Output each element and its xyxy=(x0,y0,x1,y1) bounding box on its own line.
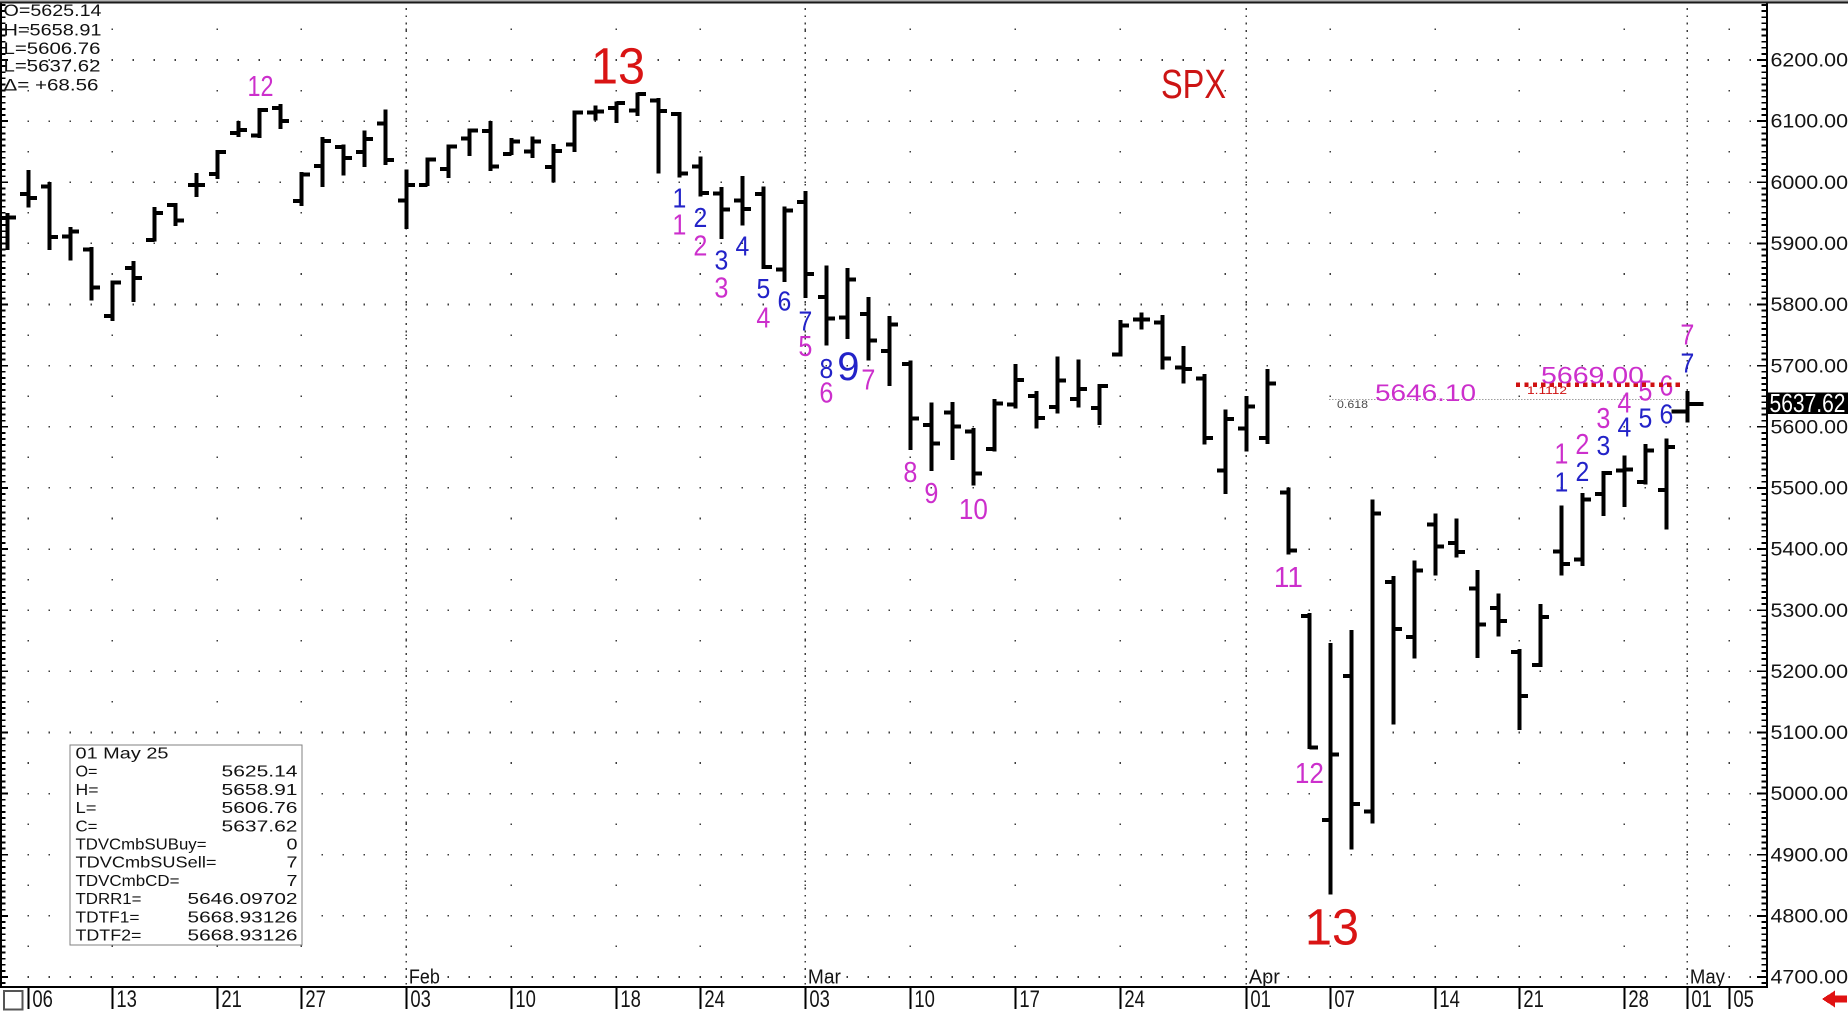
svg-text:3: 3 xyxy=(1596,403,1610,435)
svg-text:5668.93126: 5668.93126 xyxy=(188,928,298,945)
svg-text:TDVCmbSUBuy=: TDVCmbSUBuy= xyxy=(76,837,207,854)
svg-text:TDVCmbSUSell=: TDVCmbSUSell= xyxy=(76,855,217,872)
svg-text:13: 13 xyxy=(116,986,136,1011)
svg-text:5646.09702: 5646.09702 xyxy=(188,891,298,908)
svg-text:TDVCmbCD=: TDVCmbCD= xyxy=(76,873,180,890)
svg-text:18: 18 xyxy=(620,986,641,1011)
svg-text:5600.00: 5600.00 xyxy=(1771,417,1848,438)
svg-text:L=5637.62: L=5637.62 xyxy=(4,58,101,76)
svg-text:12: 12 xyxy=(248,71,274,103)
svg-text:L=5606.76: L=5606.76 xyxy=(4,40,101,58)
svg-text:28: 28 xyxy=(1628,986,1649,1011)
svg-text:Feb: Feb xyxy=(409,967,440,989)
svg-text:6100.00: 6100.00 xyxy=(1771,112,1848,133)
svg-text:5400.00: 5400.00 xyxy=(1771,540,1848,561)
svg-text:5646.10: 5646.10 xyxy=(1375,380,1476,407)
svg-text:Δ= +68.56: Δ= +68.56 xyxy=(4,77,99,95)
svg-text:6000.00: 6000.00 xyxy=(1771,173,1848,194)
svg-text:13: 13 xyxy=(591,37,645,94)
svg-text:7: 7 xyxy=(287,873,298,890)
svg-text:4: 4 xyxy=(756,302,770,334)
svg-text:5900.00: 5900.00 xyxy=(1771,234,1848,255)
svg-text:May: May xyxy=(1690,967,1725,989)
svg-text:4900.00: 4900.00 xyxy=(1771,845,1848,866)
svg-text:6200.00: 6200.00 xyxy=(1771,51,1848,72)
svg-text:3: 3 xyxy=(714,272,728,304)
svg-text:O=: O= xyxy=(76,764,98,781)
svg-text:8: 8 xyxy=(903,457,917,489)
svg-text:7: 7 xyxy=(1681,348,1695,379)
svg-text:1.1112: 1.1112 xyxy=(1527,385,1567,397)
svg-text:13: 13 xyxy=(1305,899,1359,956)
svg-text:1: 1 xyxy=(672,210,686,242)
svg-text:C=: C= xyxy=(76,818,98,835)
svg-text:5: 5 xyxy=(798,331,812,363)
svg-text:9: 9 xyxy=(837,345,859,389)
svg-text:27: 27 xyxy=(305,986,326,1011)
svg-text:6: 6 xyxy=(1660,399,1674,430)
svg-text:5625.14: 5625.14 xyxy=(222,764,298,781)
svg-text:24: 24 xyxy=(1124,986,1145,1011)
svg-text:TDTF1=: TDTF1= xyxy=(76,909,140,926)
svg-text:5637.62: 5637.62 xyxy=(222,818,298,835)
svg-text:1: 1 xyxy=(1554,439,1568,471)
svg-text:5300.00: 5300.00 xyxy=(1771,601,1848,622)
svg-text:5606.76: 5606.76 xyxy=(222,800,298,817)
svg-text:05: 05 xyxy=(1733,986,1754,1011)
svg-text:H=5658.91: H=5658.91 xyxy=(4,22,102,40)
svg-text:10: 10 xyxy=(515,986,536,1011)
svg-text:H=: H= xyxy=(76,782,99,799)
svg-text:5500.00: 5500.00 xyxy=(1771,479,1848,500)
svg-text:5800.00: 5800.00 xyxy=(1771,295,1848,316)
svg-text:O=5625.14: O=5625.14 xyxy=(4,2,102,20)
svg-text:2: 2 xyxy=(694,202,708,233)
svg-text:14: 14 xyxy=(1439,986,1460,1011)
svg-text:5200.00: 5200.00 xyxy=(1771,662,1848,683)
svg-text:2: 2 xyxy=(693,231,707,263)
svg-text:9: 9 xyxy=(924,478,938,510)
svg-text:12: 12 xyxy=(1295,758,1324,790)
svg-text:24: 24 xyxy=(704,986,725,1011)
svg-text:TDRR1=: TDRR1= xyxy=(76,891,142,908)
svg-text:21: 21 xyxy=(221,986,242,1011)
svg-text:07: 07 xyxy=(1334,986,1355,1011)
svg-text:1: 1 xyxy=(1555,466,1569,497)
svg-text:21: 21 xyxy=(1523,986,1544,1011)
svg-text:5700.00: 5700.00 xyxy=(1771,356,1848,377)
svg-text:0: 0 xyxy=(287,837,298,854)
svg-text:11: 11 xyxy=(1274,562,1303,594)
svg-text:6: 6 xyxy=(819,377,833,409)
svg-text:10: 10 xyxy=(959,494,988,526)
svg-text:3: 3 xyxy=(715,245,729,276)
svg-text:03: 03 xyxy=(410,986,431,1011)
svg-text:4: 4 xyxy=(736,231,750,262)
svg-text:17: 17 xyxy=(1019,986,1040,1011)
svg-text:01: 01 xyxy=(1691,986,1712,1011)
svg-text:Mar: Mar xyxy=(808,967,841,989)
svg-text:5658.91: 5658.91 xyxy=(222,782,298,799)
svg-text:7: 7 xyxy=(287,855,298,872)
svg-text:SPX: SPX xyxy=(1161,61,1226,107)
svg-text:01: 01 xyxy=(1250,986,1271,1011)
svg-text:4800.00: 4800.00 xyxy=(1771,907,1848,928)
svg-text:TDTF2=: TDTF2= xyxy=(76,928,142,945)
svg-text:06: 06 xyxy=(32,986,53,1011)
svg-text:4: 4 xyxy=(1617,388,1631,420)
svg-text:01 May 25: 01 May 25 xyxy=(76,746,169,763)
svg-text:L=: L= xyxy=(76,800,97,817)
svg-text:4700.00: 4700.00 xyxy=(1771,968,1848,989)
svg-text:Apr: Apr xyxy=(1249,967,1280,989)
svg-text:5637.62: 5637.62 xyxy=(1770,388,1846,418)
svg-text:2: 2 xyxy=(1575,429,1589,461)
svg-text:7: 7 xyxy=(1680,320,1694,352)
svg-text:6: 6 xyxy=(778,286,792,317)
svg-text:7: 7 xyxy=(861,365,875,397)
svg-text:5000.00: 5000.00 xyxy=(1771,784,1848,805)
svg-text:0.618: 0.618 xyxy=(1337,399,1368,411)
svg-text:10: 10 xyxy=(914,986,935,1011)
svg-text:5: 5 xyxy=(757,273,771,304)
svg-text:5100.00: 5100.00 xyxy=(1771,723,1848,744)
svg-text:03: 03 xyxy=(809,986,830,1011)
svg-text:5668.93126: 5668.93126 xyxy=(188,909,298,926)
